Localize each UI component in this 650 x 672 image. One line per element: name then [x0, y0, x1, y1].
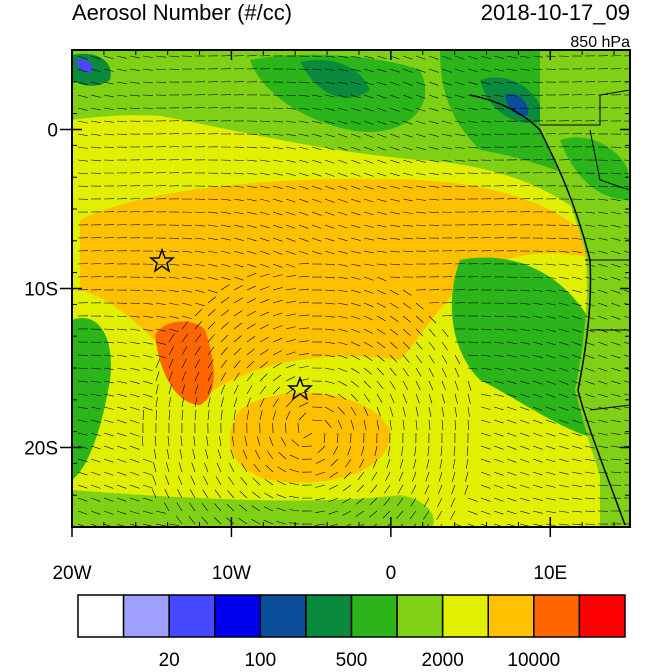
- colorbar-label: 2000: [422, 650, 464, 667]
- colorbar-label: 20: [159, 650, 180, 667]
- lat-label: 20S: [24, 439, 58, 460]
- time: 2018-10-17_09: [481, 0, 630, 25]
- colorbar-label: 10000: [507, 650, 560, 667]
- colorbar-box: [260, 595, 306, 637]
- lon-label: 20W: [52, 563, 91, 584]
- lat-label: 0: [47, 121, 58, 142]
- lat-label: 10S: [24, 280, 58, 301]
- colorbar-box: [352, 595, 398, 637]
- colorbar-box: [215, 595, 261, 637]
- colorbar-box: [124, 595, 170, 637]
- colorbar: 20 100 500 2000 10000: [78, 595, 625, 667]
- colorbar-box: [397, 595, 443, 637]
- field: [72, 50, 634, 532]
- lon-label: 10W: [212, 563, 251, 584]
- colorbar-box: [488, 595, 534, 637]
- colorbar-box: [169, 595, 215, 637]
- colorbar-box: [78, 595, 124, 637]
- level: 850 hPa: [570, 34, 630, 51]
- colorbar-box: [579, 595, 625, 637]
- colorbar-box: [306, 595, 352, 637]
- colorbar-label: 100: [244, 650, 276, 667]
- colorbar-box: [534, 595, 580, 637]
- title: Aerosol Number (#/cc): [72, 0, 292, 25]
- lon-label: 10E: [533, 563, 567, 584]
- lon-label: 0: [386, 563, 397, 584]
- colorbar-box: [443, 595, 489, 637]
- colorbar-label: 500: [336, 650, 368, 667]
